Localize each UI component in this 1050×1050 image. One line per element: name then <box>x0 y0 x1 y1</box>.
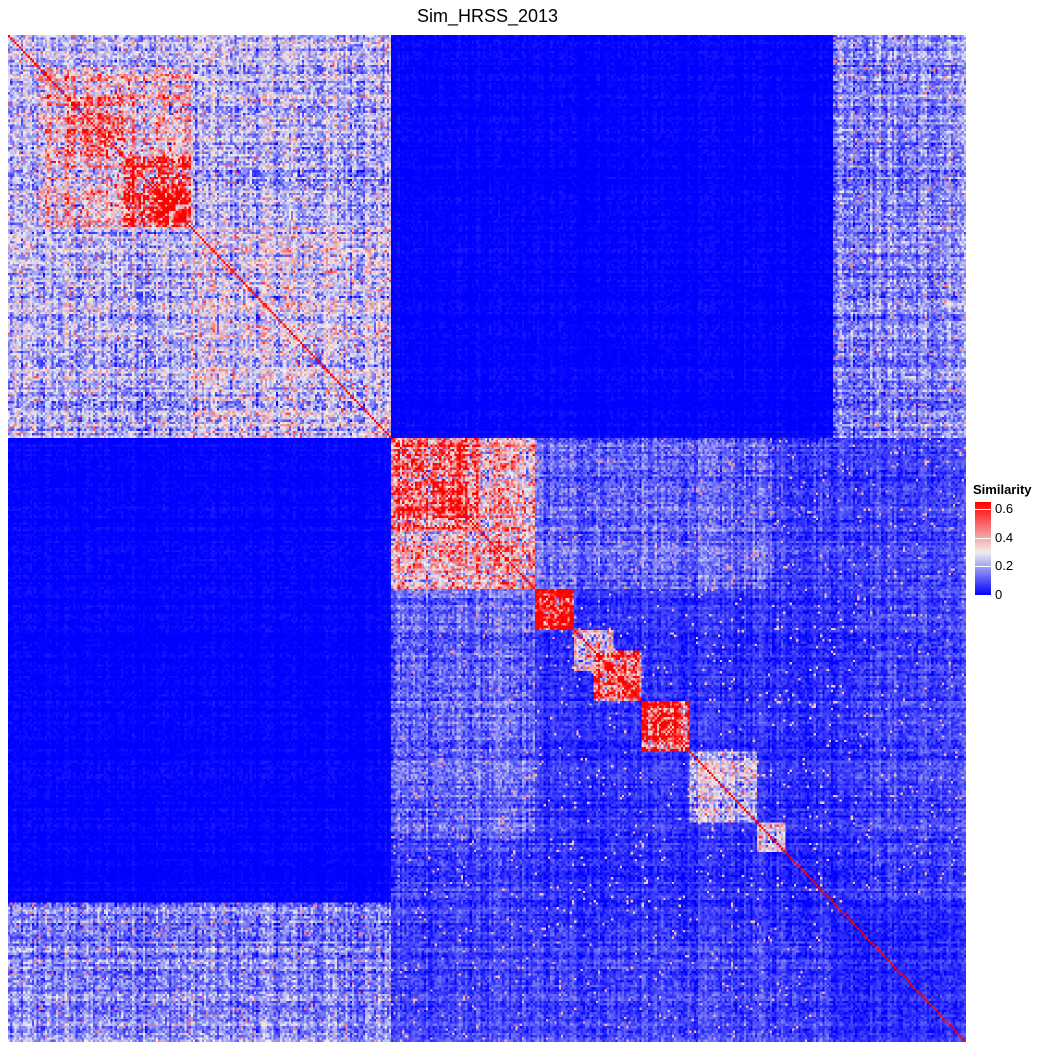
legend-color-bar <box>975 502 991 596</box>
heatmap-grid <box>8 35 966 1042</box>
chart-title: Sim_HRSS_2013 <box>416 6 559 26</box>
legend-tick-label: 0 <box>995 587 1003 602</box>
legend-tick-label: 0.4 <box>995 529 1014 545</box>
legend-tick <box>975 566 991 568</box>
legend-title: Similarity <box>973 482 1032 497</box>
legend-tick <box>975 509 991 511</box>
legend-tick-label: 0.2 <box>995 558 1014 574</box>
legend-tick-label: 0.6 <box>995 501 1014 517</box>
legend: Similarity 0.6 0.4 0.2 0 <box>973 482 1050 602</box>
legend-tick <box>975 595 991 596</box>
legend-tick <box>975 537 991 539</box>
